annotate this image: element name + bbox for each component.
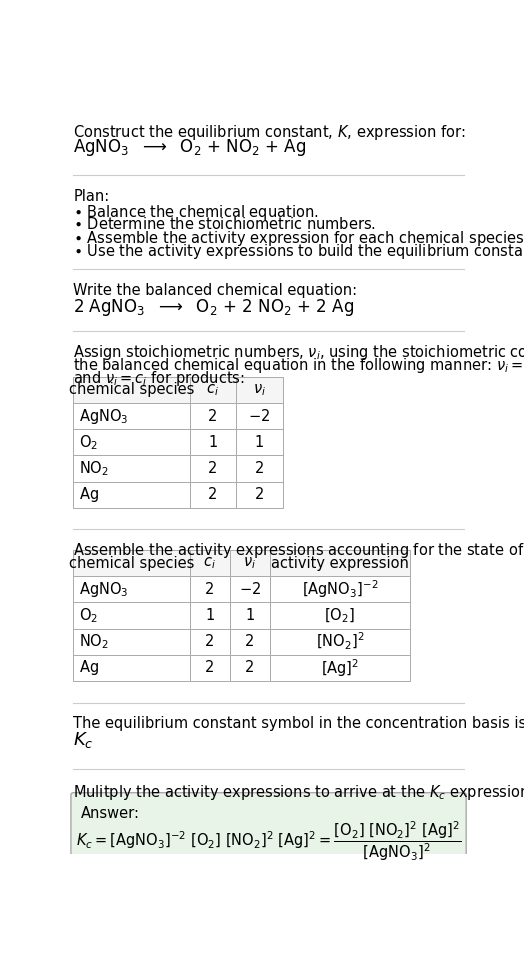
Bar xyxy=(73,576,190,602)
FancyBboxPatch shape xyxy=(71,793,466,875)
Text: $\mathrm{AgNO_3}$: $\mathrm{AgNO_3}$ xyxy=(80,407,129,426)
Text: 2: 2 xyxy=(205,582,214,596)
Text: $[\mathrm{NO_2}]^2$: $[\mathrm{NO_2}]^2$ xyxy=(315,631,364,652)
Text: the balanced chemical equation in the following manner: $\nu_i = -c_i$ for react: the balanced chemical equation in the fo… xyxy=(73,356,524,375)
Text: $\bullet$ Balance the chemical equation.: $\bullet$ Balance the chemical equation. xyxy=(73,203,319,222)
Text: $\bullet$ Use the activity expressions to build the equilibrium constant express: $\bullet$ Use the activity expressions t… xyxy=(73,242,524,261)
Bar xyxy=(270,629,410,655)
Bar xyxy=(236,430,282,456)
Text: Plan:: Plan: xyxy=(73,189,110,204)
Text: 2: 2 xyxy=(208,461,217,476)
Text: 1: 1 xyxy=(255,434,264,450)
Text: 2: 2 xyxy=(245,634,255,649)
Text: $[\mathrm{Ag}]^2$: $[\mathrm{Ag}]^2$ xyxy=(321,657,359,679)
Text: $[\mathrm{O_2}]$: $[\mathrm{O_2}]$ xyxy=(324,606,355,624)
Text: 2: 2 xyxy=(205,661,214,675)
Text: 2: 2 xyxy=(255,487,264,503)
Bar xyxy=(190,481,236,507)
Bar xyxy=(73,655,190,681)
Bar xyxy=(270,602,410,629)
Text: $\bullet$ Determine the stoichiometric numbers.: $\bullet$ Determine the stoichiometric n… xyxy=(73,216,376,232)
Bar xyxy=(190,403,236,430)
Text: 1: 1 xyxy=(208,434,217,450)
Bar xyxy=(73,403,190,430)
Bar xyxy=(73,629,190,655)
Bar xyxy=(236,403,282,430)
Text: $\bullet$ Assemble the activity expression for each chemical species.: $\bullet$ Assemble the activity expressi… xyxy=(73,229,524,248)
Text: $\mathrm{AgNO_3}$  $\longrightarrow$  $\mathrm{O_2}$ + $\mathrm{NO_2}$ + $\mathr: $\mathrm{AgNO_3}$ $\longrightarrow$ $\ma… xyxy=(73,136,307,157)
Bar xyxy=(230,550,270,576)
Text: chemical species: chemical species xyxy=(69,555,194,571)
Bar xyxy=(190,430,236,456)
Bar xyxy=(230,629,270,655)
Text: $-2$: $-2$ xyxy=(248,409,270,424)
Text: $K_c = [\mathrm{AgNO_3}]^{-2}\ [\mathrm{O_2}]\ [\mathrm{NO_2}]^2\ [\mathrm{Ag}]^: $K_c = [\mathrm{AgNO_3}]^{-2}\ [\mathrm{… xyxy=(76,819,461,863)
Bar xyxy=(270,576,410,602)
Bar xyxy=(73,456,190,481)
Bar xyxy=(236,481,282,507)
Text: $\mathrm{O_2}$: $\mathrm{O_2}$ xyxy=(80,433,99,452)
Text: $\mathrm{NO_2}$: $\mathrm{NO_2}$ xyxy=(80,632,110,651)
Bar xyxy=(230,576,270,602)
Text: Construct the equilibrium constant, $K$, expression for:: Construct the equilibrium constant, $K$,… xyxy=(73,123,466,142)
Text: $\mathrm{Ag}$: $\mathrm{Ag}$ xyxy=(80,485,100,504)
Text: Mulitply the activity expressions to arrive at the $K_c$ expression:: Mulitply the activity expressions to arr… xyxy=(73,783,524,802)
Bar xyxy=(73,430,190,456)
Text: $[\mathrm{AgNO_3}]^{-2}$: $[\mathrm{AgNO_3}]^{-2}$ xyxy=(302,578,378,600)
Text: $\mathrm{NO_2}$: $\mathrm{NO_2}$ xyxy=(80,459,110,478)
Text: $c_i$: $c_i$ xyxy=(203,555,216,571)
Text: Assign stoichiometric numbers, $\nu_i$, using the stoichiometric coefficients, $: Assign stoichiometric numbers, $\nu_i$, … xyxy=(73,343,524,362)
Text: 2: 2 xyxy=(208,409,217,424)
Text: 1: 1 xyxy=(205,608,214,623)
Bar xyxy=(73,550,190,576)
Text: $\nu_i$: $\nu_i$ xyxy=(244,555,256,571)
Text: activity expression: activity expression xyxy=(271,555,409,571)
Text: $\mathrm{O_2}$: $\mathrm{O_2}$ xyxy=(80,606,99,625)
Text: 1: 1 xyxy=(245,608,255,623)
Bar xyxy=(270,550,410,576)
Text: $\nu_i$: $\nu_i$ xyxy=(253,382,266,398)
Bar xyxy=(190,550,230,576)
Text: $-2$: $-2$ xyxy=(239,581,261,597)
Bar xyxy=(236,377,282,403)
Text: $\mathrm{AgNO_3}$: $\mathrm{AgNO_3}$ xyxy=(80,580,129,599)
Text: $2\ \mathrm{AgNO_3}$  $\longrightarrow$  $\mathrm{O_2}$ + $2\ \mathrm{NO_2}$ + $: $2\ \mathrm{AgNO_3}$ $\longrightarrow$ $… xyxy=(73,296,354,317)
Bar xyxy=(190,655,230,681)
Text: Write the balanced chemical equation:: Write the balanced chemical equation: xyxy=(73,283,357,298)
Bar xyxy=(73,602,190,629)
Text: 2: 2 xyxy=(255,461,264,476)
Text: 2: 2 xyxy=(208,487,217,503)
Bar xyxy=(190,576,230,602)
Bar xyxy=(73,481,190,507)
Bar xyxy=(190,629,230,655)
Bar xyxy=(270,655,410,681)
Bar xyxy=(236,456,282,481)
Bar xyxy=(230,655,270,681)
Text: $\mathrm{Ag}$: $\mathrm{Ag}$ xyxy=(80,659,100,677)
Text: $K_c$: $K_c$ xyxy=(73,731,94,750)
Bar xyxy=(190,456,236,481)
Text: $c_i$: $c_i$ xyxy=(206,382,219,398)
Text: 2: 2 xyxy=(245,661,255,675)
Bar xyxy=(190,602,230,629)
Text: Assemble the activity expressions accounting for the state of matter and $\nu_i$: Assemble the activity expressions accoun… xyxy=(73,541,524,560)
Bar xyxy=(73,377,190,403)
Text: The equilibrium constant symbol in the concentration basis is:: The equilibrium constant symbol in the c… xyxy=(73,716,524,732)
Text: and $\nu_i = c_i$ for products:: and $\nu_i = c_i$ for products: xyxy=(73,369,245,388)
Bar xyxy=(190,377,236,403)
Text: 2: 2 xyxy=(205,634,214,649)
Bar xyxy=(230,602,270,629)
Text: Answer:: Answer: xyxy=(81,806,140,821)
Text: chemical species: chemical species xyxy=(69,383,194,397)
